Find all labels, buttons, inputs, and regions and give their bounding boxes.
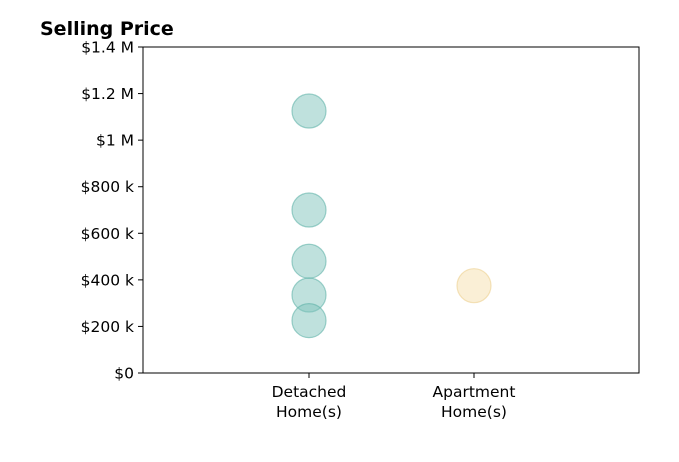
y-tick-label: $1.2 M — [81, 85, 134, 103]
x-category-label: Detached Home(s) — [272, 383, 347, 421]
y-tick-label: $400 k — [81, 271, 134, 289]
x-category-label-line: Home(s) — [441, 403, 507, 421]
y-axis: $0 $200 k $400 k $600 k $800 k $1 M $1.2 M $1.4… — [81, 39, 143, 383]
y-tick-label: $600 k — [81, 225, 134, 243]
x-category-label-line: Apartment — [433, 383, 516, 401]
y-tick-label: $200 k — [81, 318, 134, 336]
x-axis: Detached Home(s) Apartment Home(s) — [272, 373, 516, 421]
y-tick-label: $1.4 M — [81, 39, 134, 57]
data-point — [456, 268, 492, 304]
x-category-label-line: Detached — [272, 383, 347, 401]
y-tick-label: $1 M — [96, 132, 134, 150]
data-point — [291, 303, 327, 339]
data-points — [291, 93, 492, 339]
chart-title: Selling Price — [40, 18, 174, 40]
x-category-label-line: Home(s) — [276, 403, 342, 421]
plot-frame — [142, 46, 640, 374]
x-category-label: Apartment Home(s) — [433, 383, 516, 421]
data-point — [291, 93, 327, 129]
data-point — [291, 192, 327, 228]
data-point — [291, 243, 327, 279]
y-tick-label: $800 k — [81, 178, 134, 196]
y-tick-label: $0 — [114, 365, 134, 383]
